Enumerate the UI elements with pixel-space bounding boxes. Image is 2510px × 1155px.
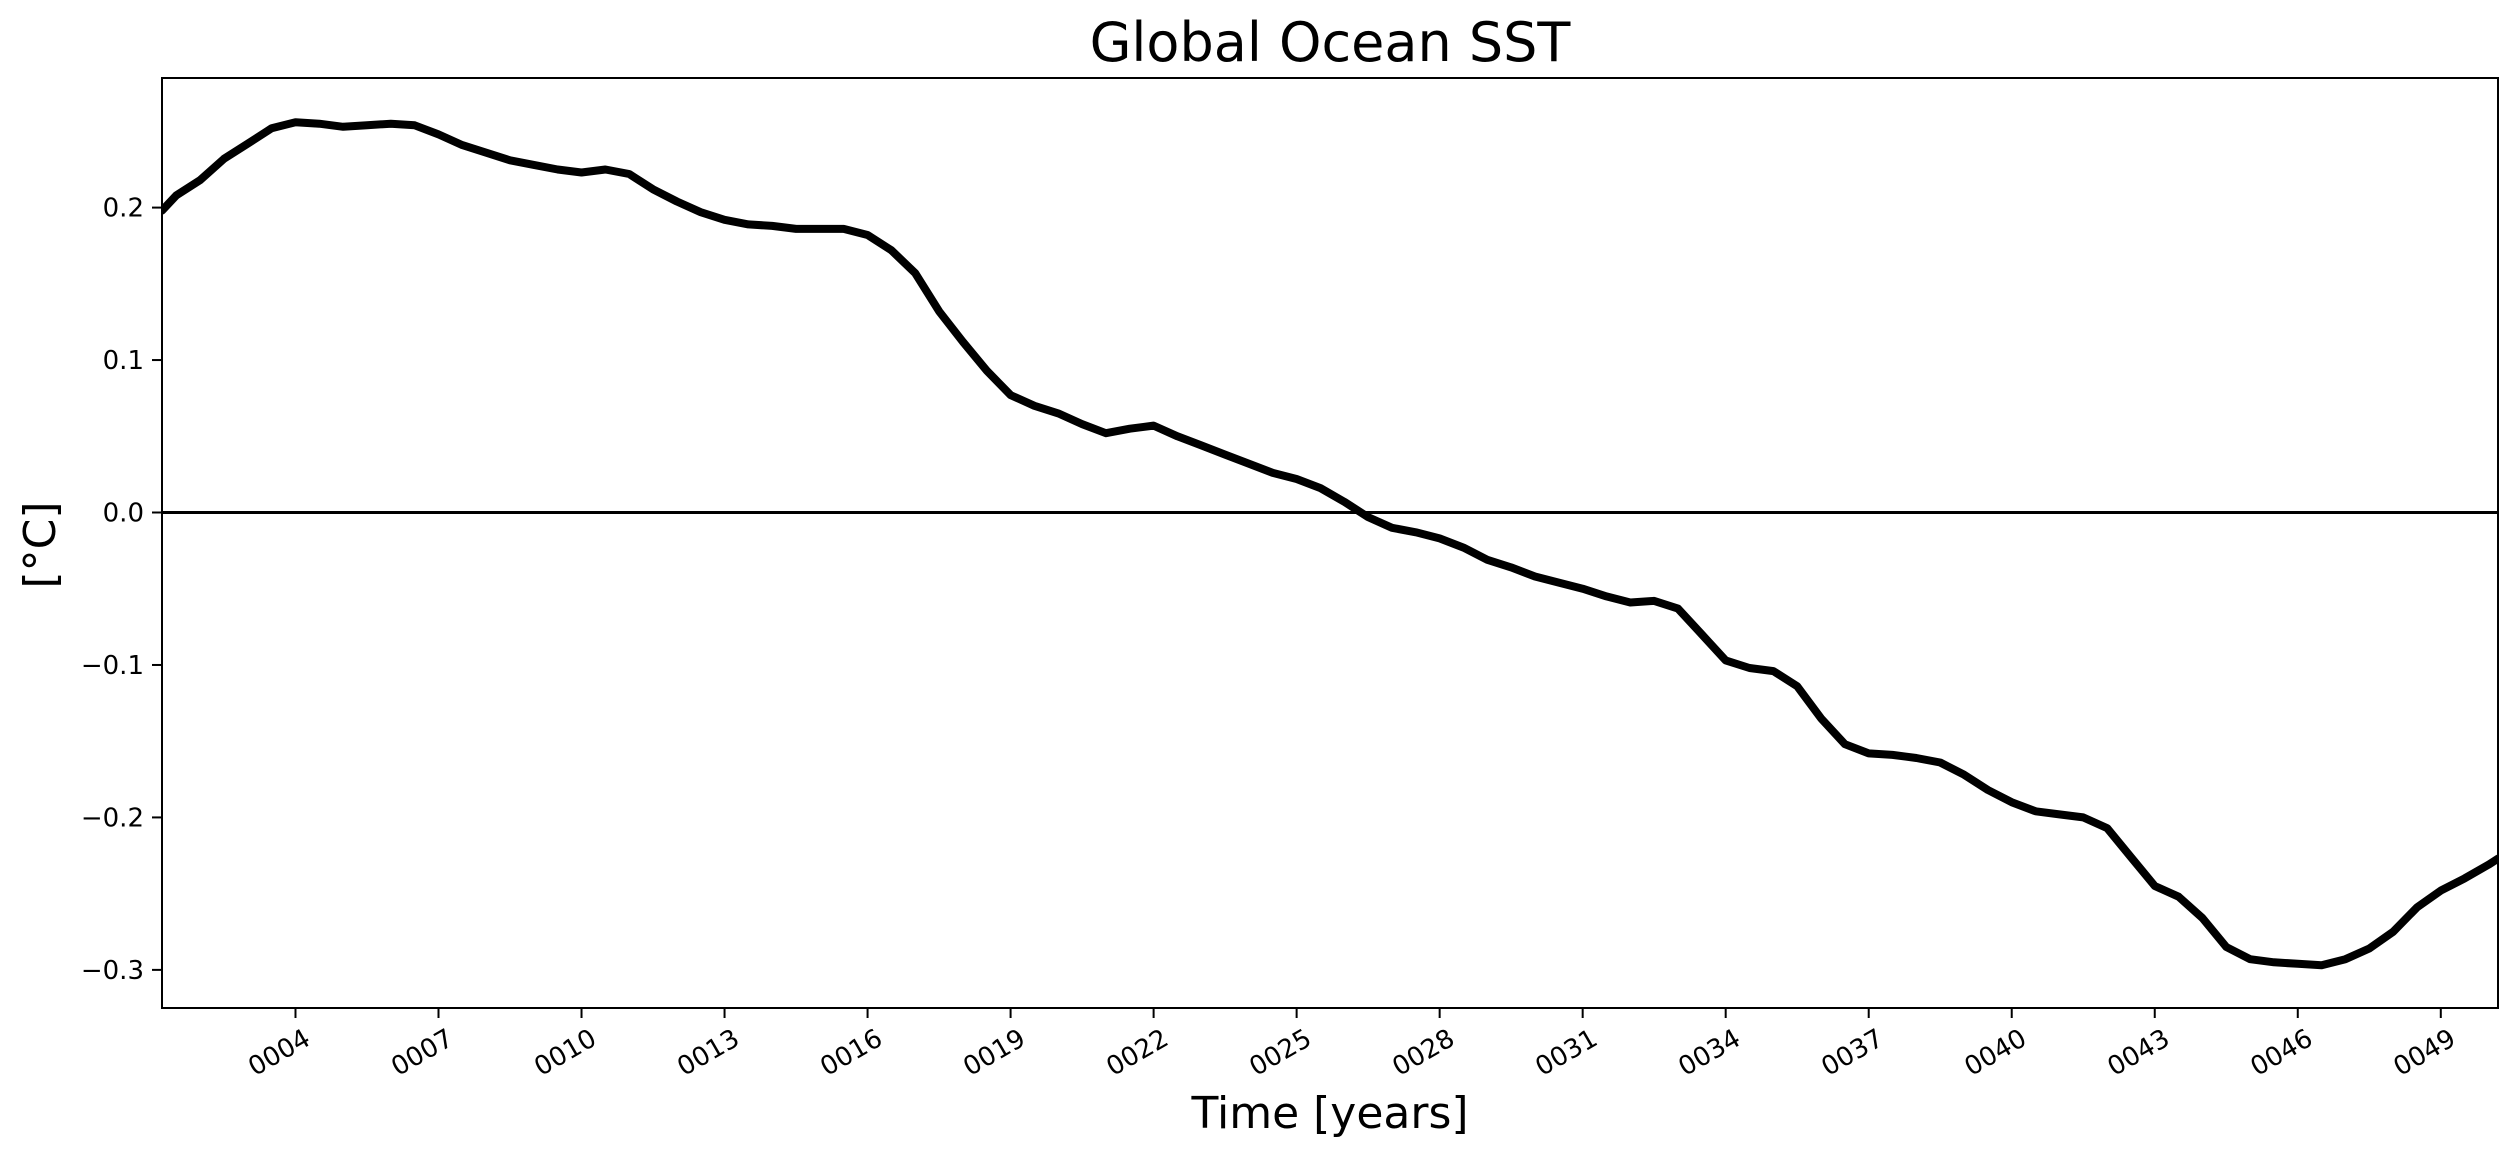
series-line-0	[162, 118, 2498, 970]
y-axis-label: [°C]	[15, 501, 66, 588]
y-tick-label: −0.1	[81, 651, 144, 681]
y-tick-label: 0.1	[103, 346, 144, 376]
y-tick-label: −0.3	[81, 956, 144, 986]
y-tick-label: 0.0	[103, 499, 144, 529]
x-axis-label: Time [years]	[1190, 1088, 1468, 1139]
y-tick-label: 0.2	[103, 194, 144, 224]
y-tick-label: −0.2	[81, 803, 144, 833]
plot-frame	[161, 77, 2499, 1009]
chart-title: Global Ocean SST	[1090, 11, 1572, 74]
series-layer	[162, 118, 2498, 970]
